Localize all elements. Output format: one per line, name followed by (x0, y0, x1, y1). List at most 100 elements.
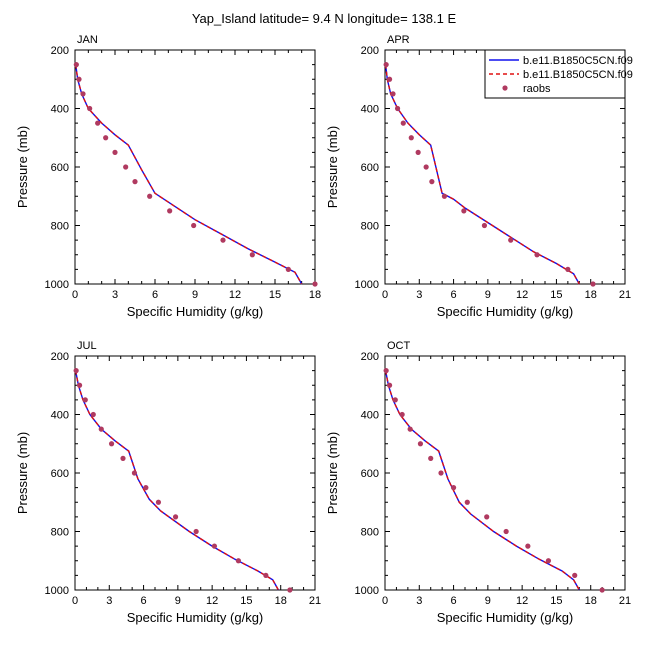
panel-oct: OCT 0 3 6 9 12 15 18 21 200 400 600 800 1000 Specific … (325, 340, 631, 625)
obs-point (417, 441, 424, 447)
x-tick-label: 12 (516, 289, 528, 301)
obs-point (73, 62, 79, 68)
panel-jan: JAN 0 3 6 9 12 15 18 200 400 600 800 1000 Specific Hu… (15, 34, 321, 319)
model-line-solid (384, 370, 580, 591)
obs-point (525, 543, 531, 549)
legend-marker-raobs (502, 85, 508, 91)
x-tick-label: 12 (516, 595, 528, 607)
x-tick-label: 15 (550, 289, 562, 301)
y-tick-label: 600 (51, 468, 69, 480)
obs-point (415, 149, 421, 155)
x-tick-label: 9 (485, 289, 491, 301)
obs-point (143, 485, 149, 491)
y-tick-label: 400 (51, 410, 69, 422)
x-tick-label: 18 (309, 289, 321, 301)
obs-point (508, 237, 514, 243)
obs-point (386, 382, 393, 388)
x-tick-label: 6 (451, 595, 457, 607)
obs-point (211, 543, 218, 549)
obs-point (392, 397, 398, 403)
legend-label: b.e11.B1850C5CN.f09 (523, 55, 633, 67)
obs-point (423, 164, 429, 170)
obs-point (220, 237, 226, 243)
y-tick-label: 800 (361, 527, 379, 539)
obs-point (407, 426, 413, 432)
obs-point (249, 252, 255, 258)
x-tick-label: 9 (485, 595, 491, 607)
obs-point (193, 528, 199, 535)
obs-point (399, 411, 405, 418)
obs-point (76, 382, 83, 388)
y-tick-label: 400 (361, 410, 379, 422)
figure-title: Yap_Island latitude= 9.4 N longitude= 13… (192, 11, 457, 26)
obs-point (155, 499, 162, 505)
y-tick-label: 1000 (45, 279, 69, 291)
obs-point (132, 179, 138, 185)
panel-label: JAN (77, 34, 98, 46)
x-tick-label: 12 (206, 595, 218, 607)
x-tick-label: 3 (416, 289, 422, 301)
obs-point (103, 135, 109, 141)
y-tick-label: 200 (51, 351, 69, 363)
y-tick-label: 600 (361, 468, 379, 480)
obs-point (590, 281, 596, 287)
obs-point (386, 76, 393, 82)
y-tick-label: 800 (51, 221, 69, 233)
y-tick-label: 800 (51, 527, 69, 539)
x-tick-label: 3 (106, 595, 112, 607)
obs-point (131, 470, 138, 476)
obs-point (394, 105, 401, 112)
obs-point (235, 558, 242, 564)
obs-point (287, 587, 293, 593)
obs-point (429, 179, 435, 185)
y-tick-label: 400 (51, 104, 69, 116)
obs-point (383, 62, 389, 68)
model-line-solid (75, 64, 303, 285)
panel-label: APR (387, 34, 410, 46)
x-axis-title: Specific Humidity (g/kg) (437, 610, 574, 625)
y-tick-label: 1000 (45, 585, 69, 597)
obs-point (599, 587, 605, 593)
model-line-solid (74, 370, 280, 591)
obs-point (481, 222, 488, 229)
obs-point (408, 135, 414, 141)
model-line-dashed (75, 64, 303, 285)
obs-point (87, 105, 93, 112)
y-axis-title: Pressure (mb) (15, 432, 30, 514)
obs-point (98, 426, 104, 432)
obs-point (120, 455, 126, 461)
model-line-dashed (74, 370, 280, 591)
obs-point (428, 455, 434, 461)
obs-point (73, 368, 79, 374)
panel-jul: JUL 0 3 6 9 12 15 18 21 200 400 600 800 1000 Specific … (15, 340, 321, 625)
x-tick-label: 21 (619, 595, 631, 607)
plot-frame (74, 49, 316, 285)
y-tick-label: 1000 (355, 279, 379, 291)
legend: b.e11.B1850C5CN.f09 b.e11.B1850C5CN.f09 ra… (484, 49, 633, 99)
panel-label: OCT (387, 340, 411, 352)
x-tick-label: 18 (585, 595, 597, 607)
model-line-dashed (384, 370, 580, 591)
x-tick-label: 12 (229, 289, 241, 301)
obs-point (80, 91, 86, 97)
y-tick-label: 800 (361, 221, 379, 233)
x-tick-label: 3 (112, 289, 118, 301)
obs-point (484, 514, 490, 520)
obs-point (147, 193, 153, 199)
x-axis-title: Specific Humidity (g/kg) (127, 304, 264, 319)
x-tick-label: 6 (141, 595, 147, 607)
obs-point (191, 222, 197, 229)
x-tick-label: 6 (152, 289, 158, 301)
x-tick-label: 9 (192, 289, 198, 301)
y-axis-title: Pressure (mb) (15, 126, 30, 208)
obs-point (534, 252, 540, 258)
legend-label: raobs (523, 83, 551, 95)
x-tick-label: 18 (585, 289, 597, 301)
obs-point (545, 558, 552, 564)
model-line-dashed (384, 64, 580, 285)
x-tick-label: 3 (416, 595, 422, 607)
x-tick-label: 21 (619, 289, 631, 301)
y-axis-title: Pressure (mb) (325, 126, 340, 208)
